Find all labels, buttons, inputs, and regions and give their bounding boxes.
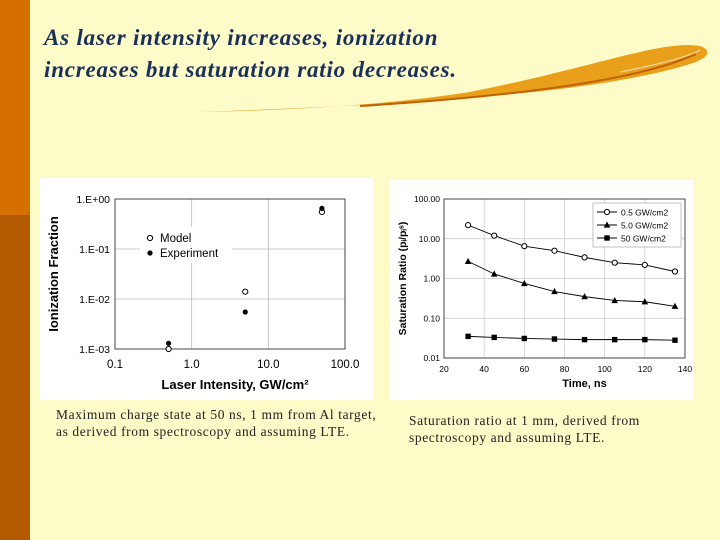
y-tick-label: 100.00 bbox=[414, 194, 440, 204]
y-tick-label: 1.E-01 bbox=[79, 244, 110, 256]
x-tick-label: 140 bbox=[678, 364, 692, 374]
y-axis-label: Ionization Fraction bbox=[46, 216, 61, 332]
y-tick-label: 1.E-03 bbox=[79, 344, 110, 356]
x-tick-label: 1.0 bbox=[184, 359, 200, 371]
data-point bbox=[611, 296, 619, 304]
data-point bbox=[464, 257, 472, 264]
x-axis-label: Time, ns bbox=[562, 378, 606, 390]
legend-label: 50 GW/cm2 bbox=[621, 234, 666, 244]
data-point bbox=[581, 254, 588, 261]
y-tick-label: 1.00 bbox=[423, 274, 440, 284]
x-tick-label: 40 bbox=[479, 364, 489, 374]
data-point bbox=[611, 259, 618, 266]
x-tick-label: 100.0 bbox=[331, 359, 360, 371]
data-point bbox=[319, 205, 325, 211]
legend-label: Model bbox=[160, 233, 191, 245]
legend-marker bbox=[603, 208, 611, 216]
title-swoosh-decoration bbox=[200, 45, 708, 112]
data-point bbox=[491, 334, 497, 341]
left-accent-bar-top bbox=[0, 0, 30, 215]
x-tick-label: 60 bbox=[520, 364, 530, 374]
plot-frame bbox=[443, 198, 686, 359]
caption-saturation: Saturation ratio at 1 mm, derived from s… bbox=[409, 413, 640, 445]
data-point bbox=[641, 298, 649, 305]
data-point bbox=[521, 243, 528, 250]
data-point bbox=[490, 270, 498, 277]
saturation-ratio-plot: 20 40 60 80 100 120 140 100.00 10.00 1.00 0.10 0.01… bbox=[397, 194, 692, 390]
data-point bbox=[581, 293, 588, 300]
ionization-fraction-chart: 0.1 1.0 10.0 100.0 1.E+00 1.E-01 1.E-02 1.E-03 L… bbox=[40, 178, 373, 400]
legend-marker bbox=[146, 234, 154, 242]
slide-title: As laser intensity increases, ionization… bbox=[44, 22, 664, 86]
data-point bbox=[551, 336, 558, 342]
data-point bbox=[465, 222, 472, 229]
data-point bbox=[242, 288, 249, 295]
y-tick-label: 10.00 bbox=[419, 234, 441, 244]
legend-label: 0.5 GW/cm2 bbox=[621, 208, 669, 218]
x-tick-label: 10.0 bbox=[257, 359, 279, 371]
legend-marker bbox=[604, 235, 610, 241]
data-point bbox=[612, 336, 618, 343]
data-point bbox=[521, 335, 528, 342]
ionization-fraction-plot: 0.1 1.0 10.0 100.0 1.E+00 1.E-01 1.E-02 1.E-03 L… bbox=[46, 194, 360, 392]
title-line-1: As laser intensity increases, ionization bbox=[44, 25, 439, 50]
legend-marker bbox=[147, 250, 153, 256]
data-point bbox=[581, 336, 588, 343]
series-line bbox=[467, 260, 676, 307]
y-tick-label: 1.E-02 bbox=[79, 294, 110, 306]
legend-box bbox=[140, 227, 232, 263]
plot-frame bbox=[114, 198, 346, 350]
caption-ionization: Maximum charge state at 50 ns, 1 mm from… bbox=[56, 407, 377, 439]
data-point bbox=[165, 340, 172, 346]
data-point bbox=[521, 279, 528, 287]
saturation-ratio-chart: 20 40 60 80 100 120 140 100.00 10.00 1.00 0.10 0.01… bbox=[390, 180, 693, 400]
x-tick-label: 20 bbox=[439, 364, 449, 374]
data-point bbox=[465, 333, 471, 340]
left-accent-bar bbox=[0, 0, 30, 540]
legend-marker bbox=[603, 221, 611, 228]
x-tick-label: 120 bbox=[638, 364, 652, 374]
data-point bbox=[671, 302, 679, 309]
x-tick-label: 80 bbox=[560, 364, 570, 374]
legend-label: 5.0 GW/cm2 bbox=[621, 221, 669, 231]
data-point bbox=[551, 247, 558, 254]
series-line bbox=[468, 335, 675, 341]
title-line-2: increases but saturation ratio decreases… bbox=[44, 57, 457, 82]
x-tick-label: 0.1 bbox=[107, 359, 123, 371]
y-tick-label: 0.10 bbox=[423, 313, 440, 323]
data-point bbox=[242, 309, 248, 315]
y-axis-label: Saturation Ratio (pᵢ/pᵢˢ) bbox=[397, 222, 409, 336]
x-tick-label: 100 bbox=[598, 364, 612, 374]
y-tick-label: 0.01 bbox=[423, 353, 440, 363]
y-tick-label: 1.E+00 bbox=[76, 194, 110, 206]
data-point bbox=[551, 288, 558, 295]
data-point bbox=[671, 268, 679, 275]
data-point bbox=[165, 345, 172, 353]
series-line bbox=[467, 224, 676, 272]
x-axis-label: Laser Intensity, GW/cm² bbox=[161, 377, 309, 392]
data-point bbox=[642, 336, 648, 343]
data-point bbox=[672, 337, 678, 343]
data-point bbox=[641, 261, 648, 268]
legend-label: Experiment bbox=[160, 248, 219, 260]
data-point bbox=[491, 232, 498, 239]
